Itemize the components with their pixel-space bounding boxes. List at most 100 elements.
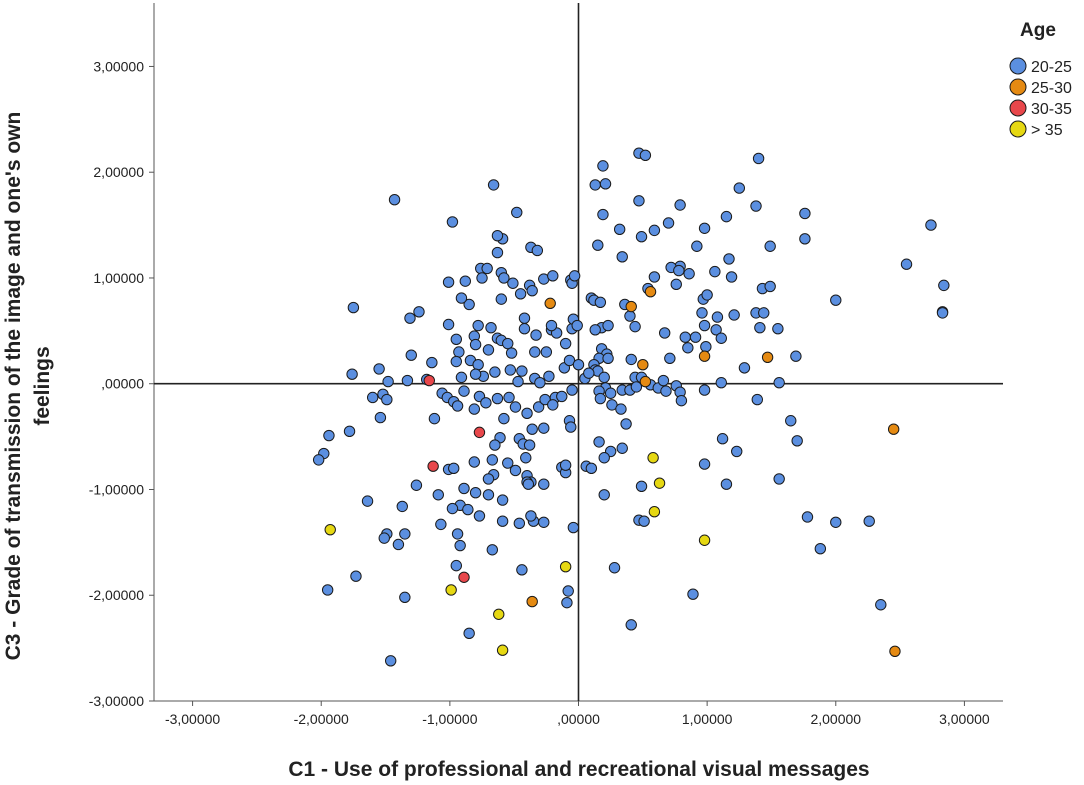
- data-point: [653, 477, 666, 489]
- data-point: [476, 272, 488, 284]
- data-point: [701, 289, 713, 301]
- data-point: [698, 222, 711, 234]
- data-point: [635, 480, 648, 493]
- data-point: [350, 570, 362, 582]
- data-point: [324, 523, 336, 536]
- data-point: [547, 270, 559, 282]
- data-point: [526, 423, 538, 435]
- data-point: [405, 349, 417, 361]
- data-point: [482, 344, 495, 356]
- data-point: [592, 239, 604, 251]
- data-point: [556, 390, 568, 403]
- data-point: [616, 442, 628, 454]
- data-point: [442, 318, 455, 331]
- data-point: [673, 264, 685, 277]
- data-point: [512, 375, 524, 388]
- data-point: [728, 309, 740, 321]
- data-point: [754, 321, 766, 334]
- data-point: [458, 482, 470, 495]
- data-point: [453, 346, 465, 358]
- legend-label: 30-35: [1031, 101, 1072, 118]
- data-point: [679, 331, 691, 343]
- data-point: [710, 324, 722, 336]
- data-point: [446, 216, 459, 228]
- data-point: [698, 534, 711, 546]
- data-point: [715, 376, 727, 389]
- data-point: [698, 319, 711, 332]
- data-point: [529, 346, 541, 358]
- data-point: [366, 391, 379, 404]
- data-point: [637, 358, 649, 371]
- data-point: [462, 503, 474, 516]
- data-point: [629, 320, 641, 333]
- data-point: [493, 608, 505, 620]
- data-point: [589, 179, 601, 191]
- data-point: [516, 564, 528, 576]
- data-point: [540, 346, 553, 358]
- y-ticks: -3,00000 -2,00000 -1,00000 ,00000 1,00000 2,0…: [89, 58, 154, 709]
- data-point: [572, 358, 585, 371]
- data-point: [530, 329, 542, 341]
- data-point: [638, 515, 650, 527]
- data-point: [413, 306, 425, 318]
- data-point: [801, 511, 814, 523]
- x-tick-label: -3,00000: [165, 711, 220, 727]
- data-point: [598, 489, 610, 501]
- data-point: [469, 368, 482, 380]
- data-point: [426, 356, 438, 369]
- data-point: [925, 219, 937, 231]
- data-point: [633, 195, 645, 207]
- legend: Age 20-25 25-30 30-35 > 35: [1009, 20, 1072, 139]
- data-point: [689, 331, 702, 343]
- data-point: [648, 224, 661, 237]
- y-tick-label: ,00000: [101, 376, 144, 392]
- data-point: [700, 341, 712, 353]
- data-point: [373, 363, 385, 375]
- data-point: [562, 585, 574, 597]
- x-tick-label: 3,00000: [939, 711, 990, 727]
- data-point: [696, 307, 708, 319]
- data-point: [468, 456, 481, 468]
- data-point: [561, 596, 573, 609]
- data-point: [392, 538, 405, 551]
- data-point: [495, 293, 508, 305]
- data-point: [647, 452, 659, 464]
- data-point: [469, 486, 482, 499]
- data-point: [491, 229, 504, 242]
- data-point: [764, 280, 776, 293]
- data-point: [523, 439, 536, 451]
- data-point: [463, 627, 475, 640]
- data-point: [469, 338, 482, 351]
- data-point: [450, 333, 462, 346]
- data-point: [720, 210, 733, 223]
- data-point: [624, 310, 636, 322]
- x-tick-label: -2,00000: [294, 711, 349, 727]
- data-point: [454, 539, 466, 552]
- data-point: [648, 271, 661, 283]
- data-point: [598, 371, 610, 384]
- y-tick-label: 2,00000: [93, 164, 144, 180]
- data-point: [516, 365, 528, 377]
- data-point: [521, 407, 533, 420]
- data-point: [384, 655, 397, 667]
- data-point: [608, 562, 621, 574]
- data-point: [691, 240, 703, 252]
- data-point: [571, 319, 583, 332]
- data-point: [463, 298, 475, 311]
- legend-title: Age: [1020, 20, 1056, 41]
- data-point: [682, 342, 694, 354]
- data-point: [534, 376, 546, 389]
- data-point: [445, 584, 457, 596]
- data-point: [312, 454, 325, 466]
- data-point: [513, 517, 526, 530]
- data-point: [448, 462, 460, 475]
- data-point: [875, 599, 887, 611]
- y-axis-title-line-1: C3 - Grade of transmission of the image …: [2, 112, 25, 661]
- data-point: [451, 400, 464, 412]
- data-point: [725, 271, 738, 283]
- data-point: [598, 452, 610, 464]
- legend-label: 25-30: [1031, 80, 1072, 97]
- data-point: [491, 246, 504, 259]
- data-point: [830, 516, 842, 528]
- x-tick-label: -1,00000: [422, 711, 477, 727]
